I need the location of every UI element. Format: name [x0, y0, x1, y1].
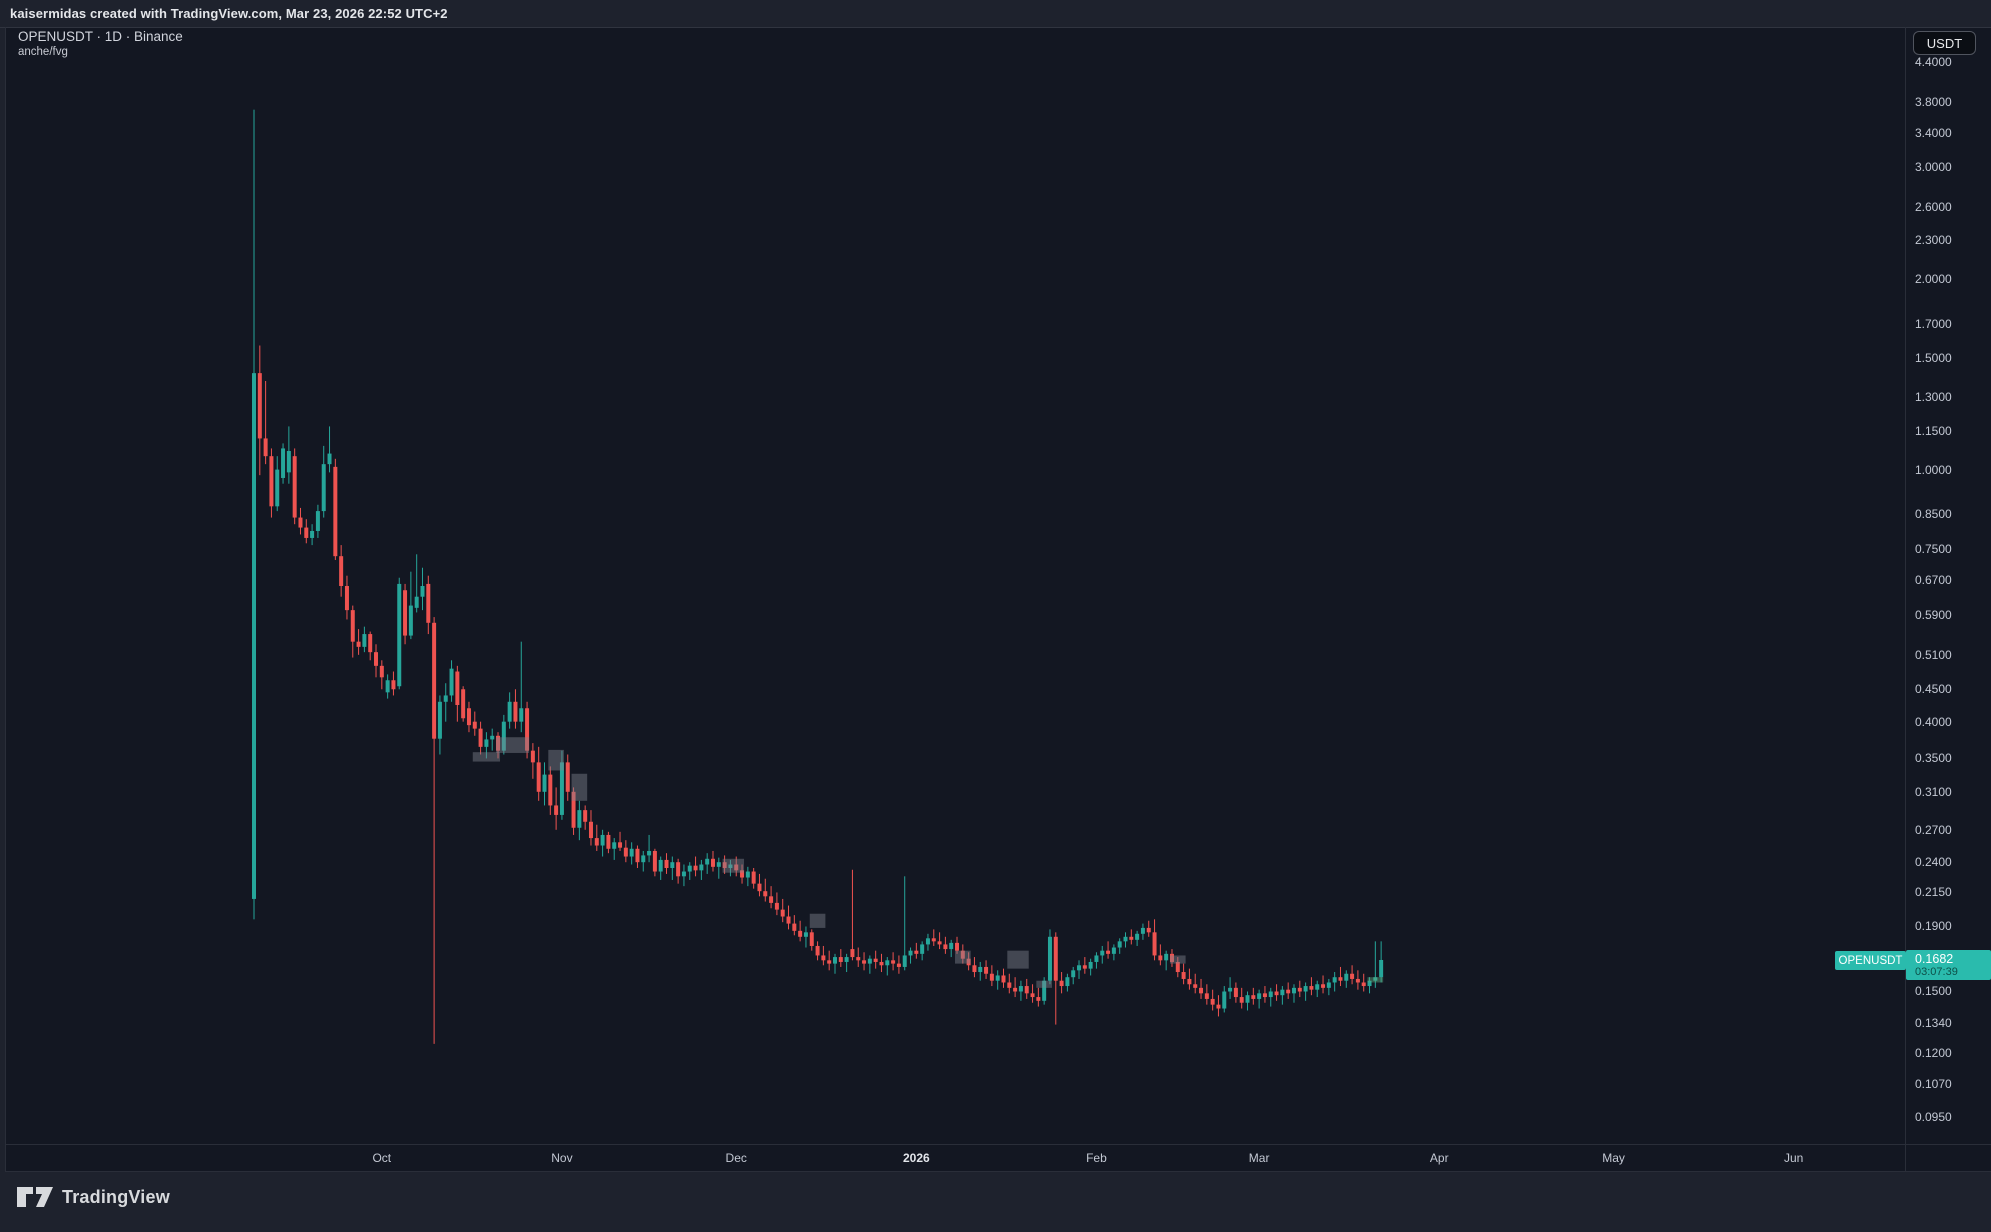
price-tick-label: 4.4000 — [1915, 55, 1952, 69]
price-tick-label: 0.1340 — [1915, 1015, 1952, 1030]
tradingview-logo[interactable]: TradingView — [16, 1186, 170, 1208]
price-tick-label: 0.1200 — [1915, 1045, 1952, 1060]
time-axis-divider — [5, 1144, 1991, 1145]
price-tick-label: 0.2150 — [1915, 885, 1952, 900]
time-axis[interactable]: Oct Nov Dec 2026 Feb Mar Apr May Jun — [5, 1145, 1905, 1171]
tradingview-logo-icon — [17, 1187, 53, 1207]
price-tick-label: 2.6000 — [1915, 199, 1952, 214]
price-tick-label: 0.6700 — [1915, 572, 1952, 587]
tradingview-logo-text: TradingView — [62, 1186, 170, 1207]
legend-indicator[interactable]: anche/fvg — [18, 46, 68, 58]
price-tick-label: 3.0000 — [1915, 160, 1952, 175]
price-axis-divider — [1905, 27, 1906, 1171]
price-tick-label: 0.1500 — [1915, 984, 1952, 999]
price-tick-label: 0.7500 — [1915, 541, 1952, 556]
legend-symbol-title[interactable]: OPENUSDT · 1D · Binance — [18, 29, 183, 44]
price-tick-label: 2.3000 — [1915, 233, 1952, 248]
price-tick-label: 3.8000 — [1915, 95, 1952, 110]
price-tick-label: 0.1070 — [1915, 1077, 1952, 1092]
price-axis-tag: 0.1682 03:07:39 — [1906, 950, 1991, 980]
time-axis-label: 2026 — [902, 1151, 930, 1165]
price-tick-label: 0.1900 — [1915, 919, 1952, 934]
currency-button[interactable]: USDT — [1913, 31, 1976, 55]
time-axis-label: Jun — [1783, 1151, 1804, 1165]
price-tick-label: 0.2700 — [1915, 822, 1952, 837]
price-tick-label: 0.3100 — [1915, 784, 1952, 799]
price-tick-label: 3.4000 — [1915, 125, 1952, 140]
price-tick-label: 1.1500 — [1915, 424, 1952, 439]
time-axis-label: Oct — [372, 1151, 392, 1165]
time-axis-label: Feb — [1086, 1151, 1107, 1165]
pane-top-divider — [0, 27, 1991, 28]
attribution-text: kaisermidas created with TradingView.com… — [10, 6, 448, 21]
price-tick-label: 0.5100 — [1915, 647, 1952, 662]
price-tick-label: 0.0950 — [1915, 1110, 1952, 1125]
last-price-value: 0.1682 — [1915, 952, 1954, 966]
time-axis-label: Nov — [551, 1151, 573, 1165]
price-tick-label: 0.8500 — [1915, 507, 1952, 522]
price-tick-label: 0.3500 — [1915, 751, 1952, 766]
time-axis-label: Mar — [1248, 1151, 1270, 1165]
time-axis-label: May — [1602, 1151, 1625, 1165]
pane-left-divider — [5, 27, 6, 1171]
price-tick-label: 1.7000 — [1915, 316, 1952, 331]
price-tick-label: 0.5900 — [1915, 607, 1952, 622]
time-axis-label: Apr — [1429, 1151, 1449, 1165]
price-tick-label: 1.3000 — [1915, 390, 1952, 405]
time-axis-label: Dec — [725, 1151, 747, 1165]
symbol-price-tag: OPENUSDT — [1835, 951, 1906, 970]
price-axis[interactable]: 4.4000 3.8000 3.4000 3.0000 2.6000 2.3000 2.00… — [1906, 27, 1991, 1144]
price-tick-label: 1.0000 — [1915, 462, 1952, 477]
bar-countdown-timer: 03:07:39 — [1915, 966, 1958, 978]
price-tick-label: 0.2400 — [1915, 855, 1952, 870]
attribution-bar: kaisermidas created with TradingView.com… — [0, 0, 1991, 27]
price-tick-label: 0.4500 — [1915, 682, 1952, 697]
price-tick-label: 0.4000 — [1915, 714, 1952, 729]
price-tick-label: 2.0000 — [1915, 271, 1952, 286]
legend: OPENUSDT · 1D · Binance anche/fvg — [18, 28, 183, 59]
pane-bottom-divider — [5, 1171, 1991, 1172]
price-tick-label: 1.5000 — [1915, 351, 1952, 366]
